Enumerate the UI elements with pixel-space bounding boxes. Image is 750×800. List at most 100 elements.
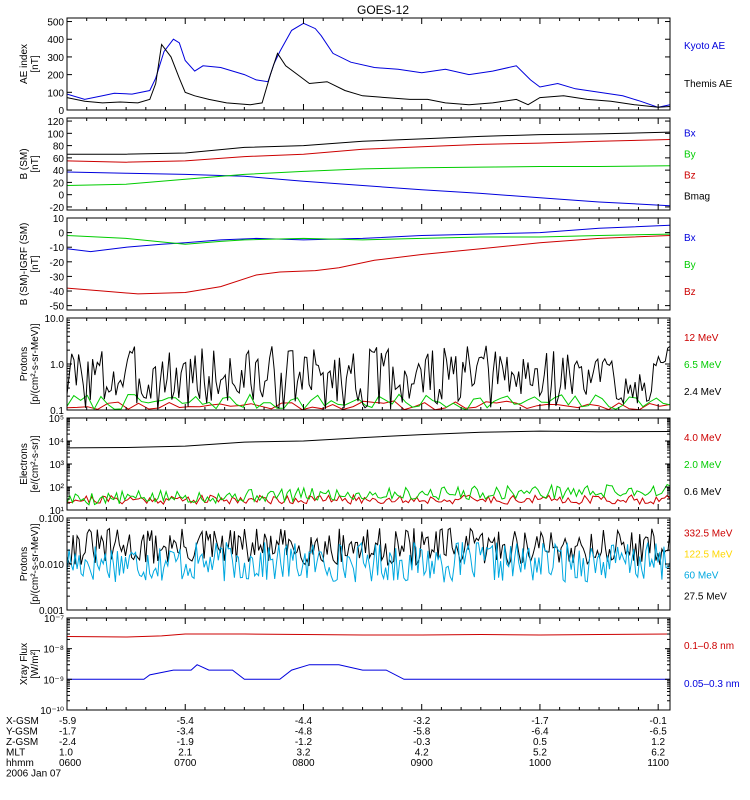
series-line-bz xyxy=(67,235,670,295)
series-line-bx xyxy=(67,224,670,253)
y-tick-label: 10 xyxy=(53,214,65,225)
ephemeris-value: 0600 xyxy=(59,758,82,769)
series-line-bz xyxy=(67,139,670,163)
y-axis-label-line: [e/(cm²-s-sr)] xyxy=(30,435,41,492)
y-tick-label: 100 xyxy=(47,88,64,99)
y-tick-label: 10⁻¹⁰ xyxy=(40,706,64,717)
panel-2-series xyxy=(67,131,670,207)
y-tick-label: 0.001 xyxy=(39,606,64,617)
ephemeris-row-label: MLT xyxy=(6,748,25,759)
ephemeris-value: -5.8 xyxy=(413,727,431,738)
y-axis-label: B (SM)[nT] xyxy=(19,148,41,179)
ephemeris-value: 5.2 xyxy=(533,748,547,759)
y-axis-label-line: [W/m²] xyxy=(30,649,41,679)
y-tick-label: -40 xyxy=(50,287,65,298)
ephemeris-value: 2.1 xyxy=(178,748,192,759)
y-axis-label-line: [p/(cm²-s-sr-MeV)] xyxy=(30,323,41,404)
ephemeris-row-label: Z-GSM xyxy=(6,737,38,748)
ephemeris-value: 6.2 xyxy=(651,748,665,759)
ephemeris-row-label: hhmm xyxy=(6,758,34,769)
y-axis-label-line: Protons xyxy=(19,547,30,581)
legend-entry: Bx xyxy=(684,233,696,244)
series-line-0-05-0-3-nm xyxy=(67,664,670,680)
series-line-by xyxy=(67,165,670,186)
ephemeris-value: -1.7 xyxy=(59,727,77,738)
series-line-0-6-mev xyxy=(67,430,670,449)
ephemeris-value: -0.1 xyxy=(650,716,668,727)
y-axis-label-line: [nT] xyxy=(30,255,41,272)
y-tick-label: 10¹ xyxy=(50,506,65,517)
y-tick-label: 1.0 xyxy=(50,360,64,371)
ephemeris-value: -2.4 xyxy=(59,737,77,748)
y-tick-label: 200 xyxy=(47,71,64,82)
y-tick-label: -20 xyxy=(50,203,65,214)
y-tick-label: 20 xyxy=(53,178,65,189)
y-tick-label: 60 xyxy=(53,154,65,165)
legend-entry: Bz xyxy=(684,170,696,181)
ephemeris-value: 1.2 xyxy=(651,737,665,748)
y-tick-label: 0 xyxy=(58,106,64,117)
legend-entry: 27.5 MeV xyxy=(684,591,727,602)
y-tick-label: 0.1 xyxy=(50,406,64,417)
legend-entry: 0.6 MeV xyxy=(684,487,722,498)
y-axis-label-line: Electrons xyxy=(19,443,30,485)
panel-1-series xyxy=(67,22,670,108)
y-tick-label: 0.010 xyxy=(39,560,64,571)
ephemeris-value: -1.2 xyxy=(295,737,313,748)
ephemeris-value: 0.5 xyxy=(533,737,547,748)
series-line-by xyxy=(67,233,670,245)
series-line-12-mev xyxy=(67,400,670,410)
ephemeris-value: 0900 xyxy=(411,758,434,769)
panel-6: 0.0010.0100.100Protons[p/(cm²-s-sr-MeV)]… xyxy=(19,514,733,617)
date-label: 2006 Jan 07 xyxy=(6,769,61,780)
ephemeris-value: -0.3 xyxy=(413,737,431,748)
legend-entry: 4.0 MeV xyxy=(684,433,722,444)
y-axis-label-line: B (SM)-IGRF (SM) xyxy=(19,223,30,306)
ephemeris-value: -5.9 xyxy=(59,716,77,727)
panel-4-series xyxy=(67,345,670,410)
y-axis-label: Protons[p/(cm²-s-sr-MeV)] xyxy=(19,323,41,404)
ephemeris-value: 1000 xyxy=(529,758,552,769)
y-tick-label: 10⁻⁸ xyxy=(43,645,64,656)
ephemeris-value: -4.4 xyxy=(295,716,313,727)
legend-entry: 2.4 MeV xyxy=(684,387,722,398)
panel-4: 0.1 1.0 10.0 Protons[p/(cm²-s-sr-MeV)] 12 Me… xyxy=(19,314,722,417)
panel-frame xyxy=(66,17,671,111)
chart-title: GOES-12 xyxy=(357,3,409,17)
legend-entry: 0.1–0.8 nm xyxy=(684,641,734,652)
legend-entry: Themis AE xyxy=(684,79,733,90)
y-axis-label-line: Protons xyxy=(19,347,30,381)
y-tick-label: 10.0 xyxy=(45,314,65,325)
y-tick-label: 120 xyxy=(47,117,64,128)
ephemeris-value: -1.7 xyxy=(531,716,549,727)
y-tick-label: 400 xyxy=(47,35,64,46)
panel-3-series xyxy=(67,224,670,295)
legend-entry: 60 MeV xyxy=(684,570,719,581)
legend-entry: 0.05–0.3 nm xyxy=(684,679,740,690)
y-axis-label-line: [nT] xyxy=(30,55,41,72)
panel-5-series xyxy=(67,430,670,506)
series-line-2-0-mev xyxy=(67,483,670,506)
ephemeris-value: -3.2 xyxy=(413,716,431,727)
ephemeris-value: -6.5 xyxy=(650,727,668,738)
legend-entry: 122.5 MeV xyxy=(684,550,733,561)
panel-frame xyxy=(66,617,671,711)
panel-6-series xyxy=(67,527,670,583)
panel-7: 10⁻¹⁰ 10⁻⁹ 10⁻⁸ 10⁻⁷ Xray Flux[W/m²] 0.1–0.8 … xyxy=(19,614,740,717)
panel-3: -50 -40 -30 -20 -10 0 10 B (SM)-IGRF (SM)[nT] Bx… xyxy=(19,214,696,313)
panel-5: 10¹ 10² 10³ 10⁴ 10⁵ Electrons[e/(cm²-s-sr)] 4.… xyxy=(19,414,722,517)
y-axis-label: AE index[nT] xyxy=(19,44,41,84)
ephemeris-footer: X-GSM-5.9-5.4-4.4-3.2-1.7-0.11.5Y-GSM-1.… xyxy=(6,716,669,780)
y-tick-label: 300 xyxy=(47,53,64,64)
ephemeris-value: 4.2 xyxy=(415,748,429,759)
y-tick-label: 10⁻⁷ xyxy=(44,614,64,625)
ephemeris-value: 0800 xyxy=(292,758,315,769)
y-tick-label: 0 xyxy=(58,229,64,240)
y-tick-label: 10⁴ xyxy=(49,437,64,448)
panel-7-series xyxy=(67,633,670,680)
y-axis-label: Protons[p/(cm²-s-sr-MeV)] xyxy=(19,523,41,604)
legend-entry: Bx xyxy=(684,129,696,140)
